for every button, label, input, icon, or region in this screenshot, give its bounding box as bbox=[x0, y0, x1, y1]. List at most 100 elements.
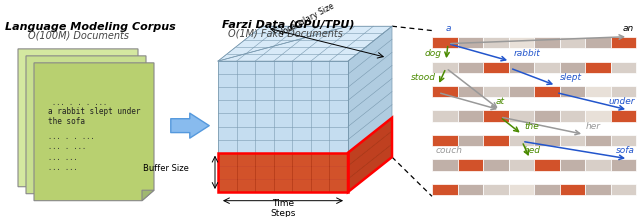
Bar bbox=[611, 184, 636, 195]
Bar bbox=[585, 86, 611, 97]
Bar bbox=[534, 184, 559, 195]
Bar bbox=[559, 110, 585, 122]
Bar bbox=[509, 37, 534, 48]
Bar bbox=[432, 62, 458, 73]
Bar bbox=[218, 153, 348, 192]
Polygon shape bbox=[218, 26, 392, 61]
Polygon shape bbox=[142, 190, 154, 201]
Text: at: at bbox=[495, 97, 504, 107]
Polygon shape bbox=[26, 56, 146, 194]
Bar bbox=[509, 135, 534, 146]
Bar bbox=[509, 62, 534, 73]
Text: Time: Time bbox=[272, 199, 294, 208]
Bar bbox=[483, 135, 509, 146]
Bar bbox=[534, 62, 559, 73]
Bar bbox=[218, 61, 348, 192]
Bar bbox=[585, 110, 611, 122]
Text: stood: stood bbox=[411, 73, 436, 82]
Bar bbox=[559, 86, 585, 97]
Text: sofa: sofa bbox=[616, 146, 635, 155]
Bar bbox=[611, 110, 636, 122]
Bar bbox=[509, 184, 534, 195]
Bar bbox=[483, 37, 509, 48]
Text: her: her bbox=[586, 122, 601, 131]
Text: slept: slept bbox=[560, 73, 582, 82]
Polygon shape bbox=[34, 63, 154, 201]
Bar bbox=[509, 110, 534, 122]
FancyArrowPatch shape bbox=[171, 113, 209, 138]
Bar bbox=[218, 153, 348, 166]
Polygon shape bbox=[348, 131, 392, 179]
Polygon shape bbox=[134, 183, 146, 194]
Bar bbox=[458, 159, 483, 171]
Text: Buffer Size: Buffer Size bbox=[143, 164, 189, 173]
Text: Steps: Steps bbox=[270, 209, 296, 217]
Text: ... . . . ...: ... . . . ... bbox=[52, 100, 108, 106]
Text: Language Modeling Corpus: Language Modeling Corpus bbox=[5, 22, 176, 32]
Bar bbox=[458, 37, 483, 48]
Polygon shape bbox=[348, 144, 392, 192]
Bar bbox=[611, 37, 636, 48]
Bar bbox=[432, 159, 458, 171]
Bar bbox=[458, 135, 483, 146]
Bar bbox=[458, 62, 483, 73]
Bar bbox=[534, 110, 559, 122]
Text: O(100M) Documents: O(100M) Documents bbox=[28, 30, 129, 40]
Bar bbox=[611, 86, 636, 97]
Text: O(1M) Fake Documents: O(1M) Fake Documents bbox=[228, 29, 343, 39]
Bar bbox=[432, 184, 458, 195]
Bar bbox=[458, 110, 483, 122]
Bar bbox=[483, 184, 509, 195]
Text: rabbit: rabbit bbox=[514, 49, 541, 58]
Bar bbox=[483, 159, 509, 171]
Bar bbox=[559, 37, 585, 48]
Bar bbox=[483, 110, 509, 122]
Bar bbox=[432, 86, 458, 97]
Bar bbox=[483, 62, 509, 73]
Text: Farzi Data (GPU/TPU): Farzi Data (GPU/TPU) bbox=[222, 20, 355, 30]
Bar bbox=[534, 86, 559, 97]
Bar bbox=[585, 184, 611, 195]
Bar bbox=[611, 159, 636, 171]
Bar bbox=[559, 184, 585, 195]
Bar bbox=[432, 110, 458, 122]
Bar bbox=[509, 86, 534, 97]
Text: an: an bbox=[623, 24, 634, 33]
Polygon shape bbox=[126, 176, 138, 187]
Text: bed: bed bbox=[524, 146, 541, 155]
Text: dog: dog bbox=[425, 49, 442, 58]
Text: a rabbit slept under
the sofa: a rabbit slept under the sofa bbox=[48, 107, 141, 126]
Polygon shape bbox=[348, 26, 392, 192]
Bar bbox=[534, 159, 559, 171]
Text: couch: couch bbox=[436, 146, 463, 155]
Bar bbox=[611, 62, 636, 73]
Bar bbox=[585, 62, 611, 73]
Polygon shape bbox=[348, 118, 392, 166]
Bar bbox=[559, 135, 585, 146]
Text: a: a bbox=[445, 24, 451, 33]
Text: ... ...: ... ... bbox=[48, 155, 77, 161]
Bar bbox=[534, 135, 559, 146]
Bar bbox=[559, 159, 585, 171]
Text: Vocabulary Size: Vocabulary Size bbox=[278, 2, 336, 38]
Text: ... . . ...: ... . . ... bbox=[48, 134, 95, 140]
Bar bbox=[458, 86, 483, 97]
Bar bbox=[432, 37, 458, 48]
Text: under: under bbox=[609, 97, 635, 107]
Bar bbox=[218, 179, 348, 192]
Text: ... ...: ... ... bbox=[48, 165, 77, 171]
Bar bbox=[432, 135, 458, 146]
Bar bbox=[585, 135, 611, 146]
Bar bbox=[483, 86, 509, 97]
Bar bbox=[534, 37, 559, 48]
Bar bbox=[585, 37, 611, 48]
Bar bbox=[559, 62, 585, 73]
Polygon shape bbox=[18, 49, 138, 187]
Text: the: the bbox=[524, 122, 539, 131]
Bar bbox=[509, 159, 534, 171]
Bar bbox=[218, 166, 348, 179]
Bar bbox=[458, 184, 483, 195]
Bar bbox=[611, 135, 636, 146]
Text: ... . ...: ... . ... bbox=[48, 144, 86, 150]
Bar bbox=[585, 159, 611, 171]
